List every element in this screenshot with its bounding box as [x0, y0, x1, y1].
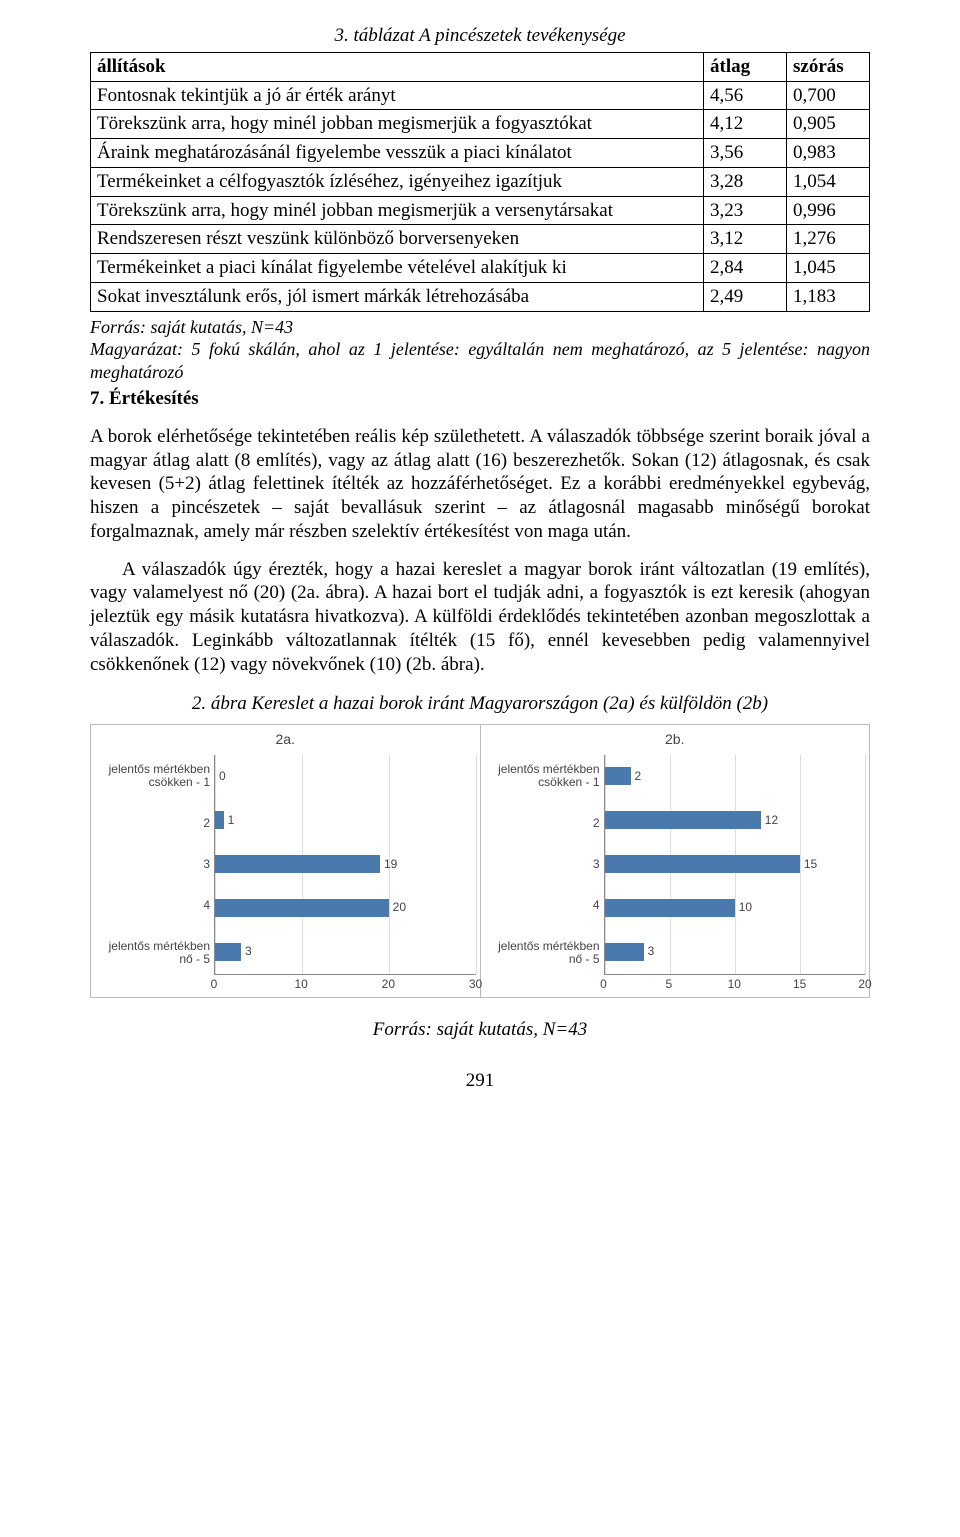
page-number: 291	[90, 1069, 870, 1093]
cell-mean: 3,12	[704, 225, 787, 254]
bar-row: 2	[605, 767, 866, 785]
cell-mean: 2,84	[704, 254, 787, 283]
figure-caption: 2. ábra Kereslet a hazai borok iránt Mag…	[90, 692, 870, 716]
bar-value-label: 3	[245, 944, 252, 959]
bar-row: 15	[605, 855, 866, 873]
chart-title: 2a.	[95, 731, 476, 749]
table-explanation: Magyarázat: 5 fokú skálán, ahol az 1 jel…	[90, 338, 870, 383]
data-table: állítások átlag szórás Fontosnak tekintj…	[90, 52, 870, 312]
col-header: állítások	[91, 52, 704, 81]
chart-2b: 2b. jelentős mértékben csökken - 1 2 3 4 jel…	[481, 725, 870, 997]
cell-statement: Törekszünk arra, hogy minél jobban megis…	[91, 110, 704, 139]
bar-value-label: 19	[384, 857, 397, 872]
y-axis-label: 4	[485, 899, 600, 912]
bar	[215, 943, 241, 961]
cell-std: 0,983	[787, 139, 870, 168]
cell-statement: Rendszeresen részt veszünk különböző bor…	[91, 225, 704, 254]
cell-mean: 2,49	[704, 282, 787, 311]
bar-value-label: 20	[393, 900, 406, 915]
table-row: Termékeinket a piaci kínálat figyelembe …	[91, 254, 870, 283]
bar-value-label: 0	[219, 769, 226, 784]
bar-value-label: 15	[804, 857, 817, 872]
table-row: Áraink meghatározásánál figyelembe vessz…	[91, 139, 870, 168]
bar-row: 12	[605, 811, 866, 829]
x-axis-tick: 0	[600, 977, 607, 992]
cell-statement: Fontosnak tekintjük a jó ár érték arányt	[91, 81, 704, 110]
bar	[215, 899, 389, 917]
table-caption-text: 3. táblázat A pincészetek tevékenysége	[334, 25, 625, 46]
table-row: Rendszeresen részt veszünk különböző bor…	[91, 225, 870, 254]
cell-mean: 3,56	[704, 139, 787, 168]
bar-value-label: 1	[228, 813, 235, 828]
bar	[605, 943, 644, 961]
bar	[605, 899, 735, 917]
x-axis-tick: 20	[382, 977, 395, 992]
table-row: Termékeinket a célfogyasztók ízléséhez, …	[91, 167, 870, 196]
bar-row: 10	[605, 899, 866, 917]
paragraph: A válaszadók úgy érezték, hogy a hazai k…	[90, 558, 870, 677]
bar	[605, 855, 800, 873]
paragraph: A borok elérhetősége tekintetében reális…	[90, 425, 870, 544]
y-axis-label: 2	[95, 817, 210, 830]
table-row: Fontosnak tekintjük a jó ár érték arányt…	[91, 81, 870, 110]
table-source: Forrás: saját kutatás, N=43	[90, 316, 870, 339]
bar	[215, 855, 380, 873]
cell-statement: Sokat invesztálunk erős, jól ismert márk…	[91, 282, 704, 311]
y-axis-label: jelentős mértékben nő - 5	[485, 940, 600, 966]
cell-std: 1,045	[787, 254, 870, 283]
table-row: Törekszünk arra, hogy minél jobban megis…	[91, 110, 870, 139]
bar	[605, 767, 631, 785]
bar-row: 0	[215, 767, 476, 785]
bar-value-label: 10	[739, 900, 752, 915]
bar	[605, 811, 761, 829]
bar-row: 1	[215, 811, 476, 829]
y-axis-label: 4	[95, 899, 210, 912]
x-axis-tick: 0	[211, 977, 218, 992]
cell-statement: Termékeinket a piaci kínálat figyelembe …	[91, 254, 704, 283]
x-axis-tick: 15	[793, 977, 806, 992]
chart-title: 2b.	[485, 731, 866, 749]
y-axis-label: jelentős mértékben csökken - 1	[95, 763, 210, 789]
bar-row: 3	[605, 943, 866, 961]
y-axis-label: jelentős mértékben csökken - 1	[485, 763, 600, 789]
col-header: átlag	[704, 52, 787, 81]
chart-2a: 2a. jelentős mértékben csökken - 1 2 3 4 jel…	[91, 725, 481, 997]
x-axis-tick: 20	[858, 977, 871, 992]
cell-std: 0,700	[787, 81, 870, 110]
x-axis-tick: 10	[294, 977, 307, 992]
table-row: Törekszünk arra, hogy minél jobban megis…	[91, 196, 870, 225]
x-axis-tick: 5	[666, 977, 673, 992]
cell-std: 1,183	[787, 282, 870, 311]
bar-row: 3	[215, 943, 476, 961]
cell-std: 0,905	[787, 110, 870, 139]
cell-statement: Termékeinket a célfogyasztók ízléséhez, …	[91, 167, 704, 196]
y-axis-label: 2	[485, 817, 600, 830]
cell-mean: 3,28	[704, 167, 787, 196]
figure-source: Forrás: saját kutatás, N=43	[90, 1018, 870, 1042]
cell-statement: Áraink meghatározásánál figyelembe vessz…	[91, 139, 704, 168]
cell-std: 1,054	[787, 167, 870, 196]
bar-row: 19	[215, 855, 476, 873]
bar-row: 20	[215, 899, 476, 917]
table-row: Sokat invesztálunk erős, jól ismert márk…	[91, 282, 870, 311]
y-axis-label: 3	[95, 858, 210, 871]
bar-value-label: 12	[765, 813, 778, 828]
section-heading: 7. Értékesítés	[90, 387, 870, 411]
figure-charts: 2a. jelentős mértékben csökken - 1 2 3 4 jel…	[90, 724, 870, 998]
cell-std: 1,276	[787, 225, 870, 254]
cell-mean: 4,12	[704, 110, 787, 139]
bar-value-label: 3	[648, 944, 655, 959]
y-axis-label: jelentős mértékben nő - 5	[95, 940, 210, 966]
col-header: szórás	[787, 52, 870, 81]
y-axis-label: 3	[485, 858, 600, 871]
x-axis-tick: 10	[728, 977, 741, 992]
table-caption: 3. táblázat A pincészetek tevékenysége	[90, 24, 870, 48]
cell-statement: Törekszünk arra, hogy minél jobban megis…	[91, 196, 704, 225]
bar-value-label: 2	[635, 769, 642, 784]
cell-std: 0,996	[787, 196, 870, 225]
cell-mean: 4,56	[704, 81, 787, 110]
bar	[215, 811, 224, 829]
cell-mean: 3,23	[704, 196, 787, 225]
